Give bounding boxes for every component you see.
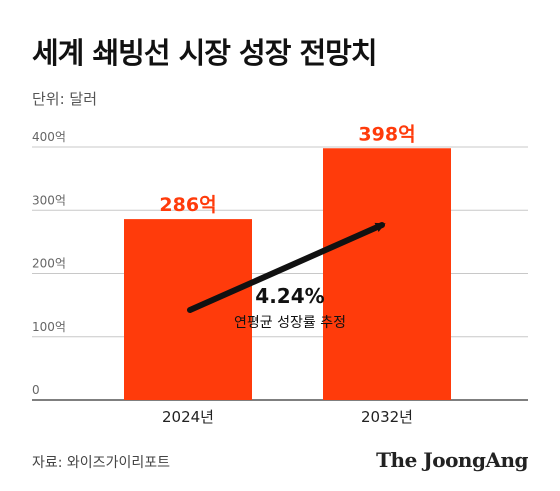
brand-logo: The JoongAng: [376, 448, 528, 472]
growth-rate-caption: 연평균 성장률 추정: [234, 315, 346, 331]
unit-label: 단위: 달러: [32, 90, 98, 108]
source-note: 자료: 와이즈가이리포트: [32, 455, 170, 471]
y-tick-label: 300억: [32, 193, 66, 207]
y-tick-label: 200억: [32, 257, 66, 271]
y-tick-label: 100억: [32, 320, 66, 334]
x-tick-label: 2024년: [162, 408, 214, 426]
y-tick-label: 400억: [32, 130, 66, 144]
x-tick-label: 2032년: [361, 408, 413, 426]
y-tick-label: 0: [32, 383, 40, 397]
bar-value-label: 398억: [358, 123, 415, 145]
chart-title: 세계 쇄빙선 시장 성장 전망치: [32, 36, 378, 70]
growth-rate-value: 4.24%: [255, 284, 324, 308]
bar-2032: [323, 148, 451, 400]
growth-arrow: [187, 222, 386, 313]
bar-value-label: 286억: [159, 194, 216, 216]
